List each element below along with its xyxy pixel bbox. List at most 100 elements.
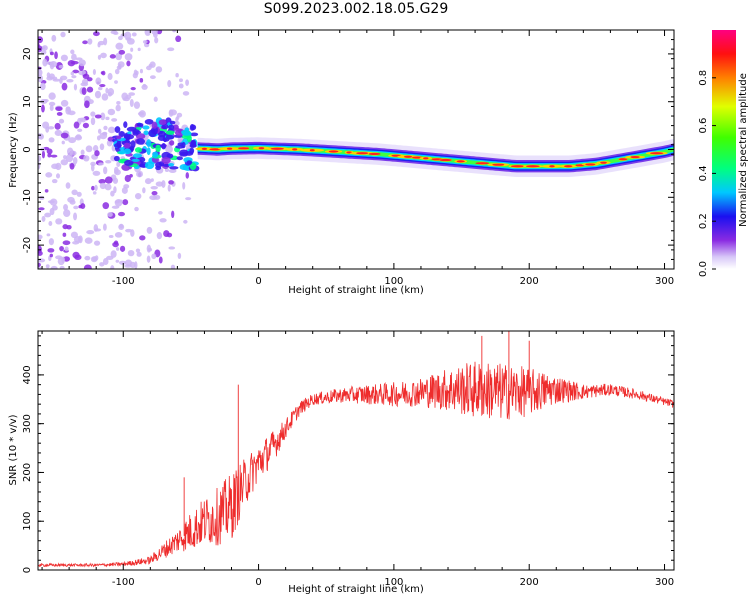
spectrogram-noise-blob [142,83,147,87]
spectrogram-noise-blob [67,196,75,203]
spectrogram-noise-blob [115,104,121,112]
colorbar-label: Normalized spectral amplitude [738,73,749,227]
spectrogram-noise-blob [41,215,46,222]
spectrogram-noise-blob [72,157,78,165]
spectrogram-noise-blob [165,145,173,154]
spectrogram-noise-blob [95,77,102,85]
spectrogram-noise-blob [69,163,75,170]
spectrogram-noise-blob [42,45,48,51]
spectrogram-transition-blob [146,139,152,148]
spectrogram-noise-blob [47,200,55,204]
spectrogram-ridge-core [328,150,339,153]
spectrogram-noise-blob [41,150,46,159]
spectrogram-ridge-core [270,147,284,150]
spectrogram-noise-blob [126,60,131,67]
spectrogram-noise-blob [54,129,63,136]
spectrogram-noise-blob [83,155,90,162]
spectrogram-noise-blob [81,87,87,95]
spectrogram-noise-blob [58,64,64,69]
spectrogram-noise-blob [111,118,118,122]
spectrogram-noise-blob [39,195,45,200]
spectrogram-transition-blob [168,163,175,167]
colorbar-tick-label: 0.2 [698,213,709,229]
spectrogram-ridge-core [439,158,452,162]
spectrogram-noise-blob [121,187,128,194]
spectrogram-noise-blob [38,262,41,268]
spectrogram-transition-blob [173,127,180,131]
spectrogram-noise-blob [167,47,175,52]
spectrogram-noise-blob [175,35,182,43]
spectrogram-noise-blob [185,79,189,86]
spectrogram-noise-blob [45,172,53,178]
spectrogram-ridge-core [618,158,628,161]
spectrogram-xtick-label: 300 [655,276,674,287]
spectrogram-noise-blob [133,101,141,109]
spectrogram-noise-blob [49,61,58,68]
spectrogram-transition-blob [144,161,155,170]
spectrogram-noise-blob [119,223,124,229]
spectrogram-noise-blob [182,181,186,190]
spectrogram-transition-blob [116,135,122,140]
spectrogram-noise-blob [119,245,126,252]
spectrogram-noise-blob [150,186,158,190]
spectrogram-noise-blob [107,212,113,217]
spectrogram-noise-blob [170,264,176,269]
spectrogram-noise-blob [120,33,128,38]
snr-ytick-label: 400 [22,365,33,384]
spectrogram-transition-blob [169,166,179,170]
snr-series-line [38,361,674,568]
spectrogram-noise-blob [72,240,80,245]
spectrogram-ytick-label: -20 [22,237,33,253]
spectrogram-ridge-core [209,148,221,151]
spectrogram-ridge-core [423,157,429,160]
spectrogram-noise-blob [113,31,119,36]
spectrogram-noise-blob [116,65,122,70]
spectrogram-noise-blob [130,47,134,52]
spectrogram-noise-blob [68,137,77,144]
spectrogram-noise-blob [62,240,71,246]
spectrogram-noise-blob [98,162,104,166]
spectrogram-transition-blob [142,125,150,130]
spectrogram-noise-blob [38,69,43,77]
spectrogram-noise-blob [94,150,100,157]
spectrogram-transition-blob [157,130,166,138]
spectrogram-noise-blob [50,154,58,158]
spectrogram-transition-blob [169,140,175,146]
spectrogram-noise-blob [46,148,53,155]
spectrogram-noise-blob [154,37,159,44]
spectrogram-noise-blob [87,38,93,45]
spectrogram-noise-blob [110,265,115,269]
spectrogram-transition-blob [155,165,162,171]
spectrogram-transition-blob [190,132,199,137]
spectrogram-noise-blob [80,82,89,87]
spectrogram-noise-blob [59,265,65,269]
spectrogram-noise-blob [84,255,91,261]
snr-ytick-label: 100 [22,512,33,531]
snr-ytick-label: 0 [22,567,33,573]
spectrogram-noise-blob [110,250,117,258]
spectrogram-noise-blob [38,133,43,139]
spectrogram-noise-blob [115,52,123,61]
spectrogram-noise-blob [51,34,57,42]
spectrogram-noise-blob [48,101,56,107]
spectrogram-ridge-core [630,155,640,159]
spectrogram-noise-blob [70,49,75,55]
spectrogram-noise-blob [172,30,177,33]
spectrogram-noise-blob [71,53,77,61]
spectrogram-noise-blob [77,128,83,133]
spectrogram-noise-blob [108,235,114,239]
spectrogram-noise-blob [55,106,63,112]
spectrogram-transition-blob [136,138,146,145]
spectrogram-ridge-core [456,160,465,163]
spectrogram-transition-blob [189,162,197,171]
snr-xtick-label: 0 [255,577,261,588]
spectrogram-noise-blob [83,264,92,269]
spectrogram-noise-blob [54,51,58,60]
spectrogram-noise-blob [42,58,48,67]
spectrogram-noise-blob [122,97,130,102]
spectrogram-xtick-label: -100 [112,276,135,287]
spectrogram-transition-blob [144,119,154,125]
spectrogram-noise-blob [153,96,158,102]
spectrogram-noise-blob [38,74,44,83]
spectrogram-noise-blob [155,181,164,187]
